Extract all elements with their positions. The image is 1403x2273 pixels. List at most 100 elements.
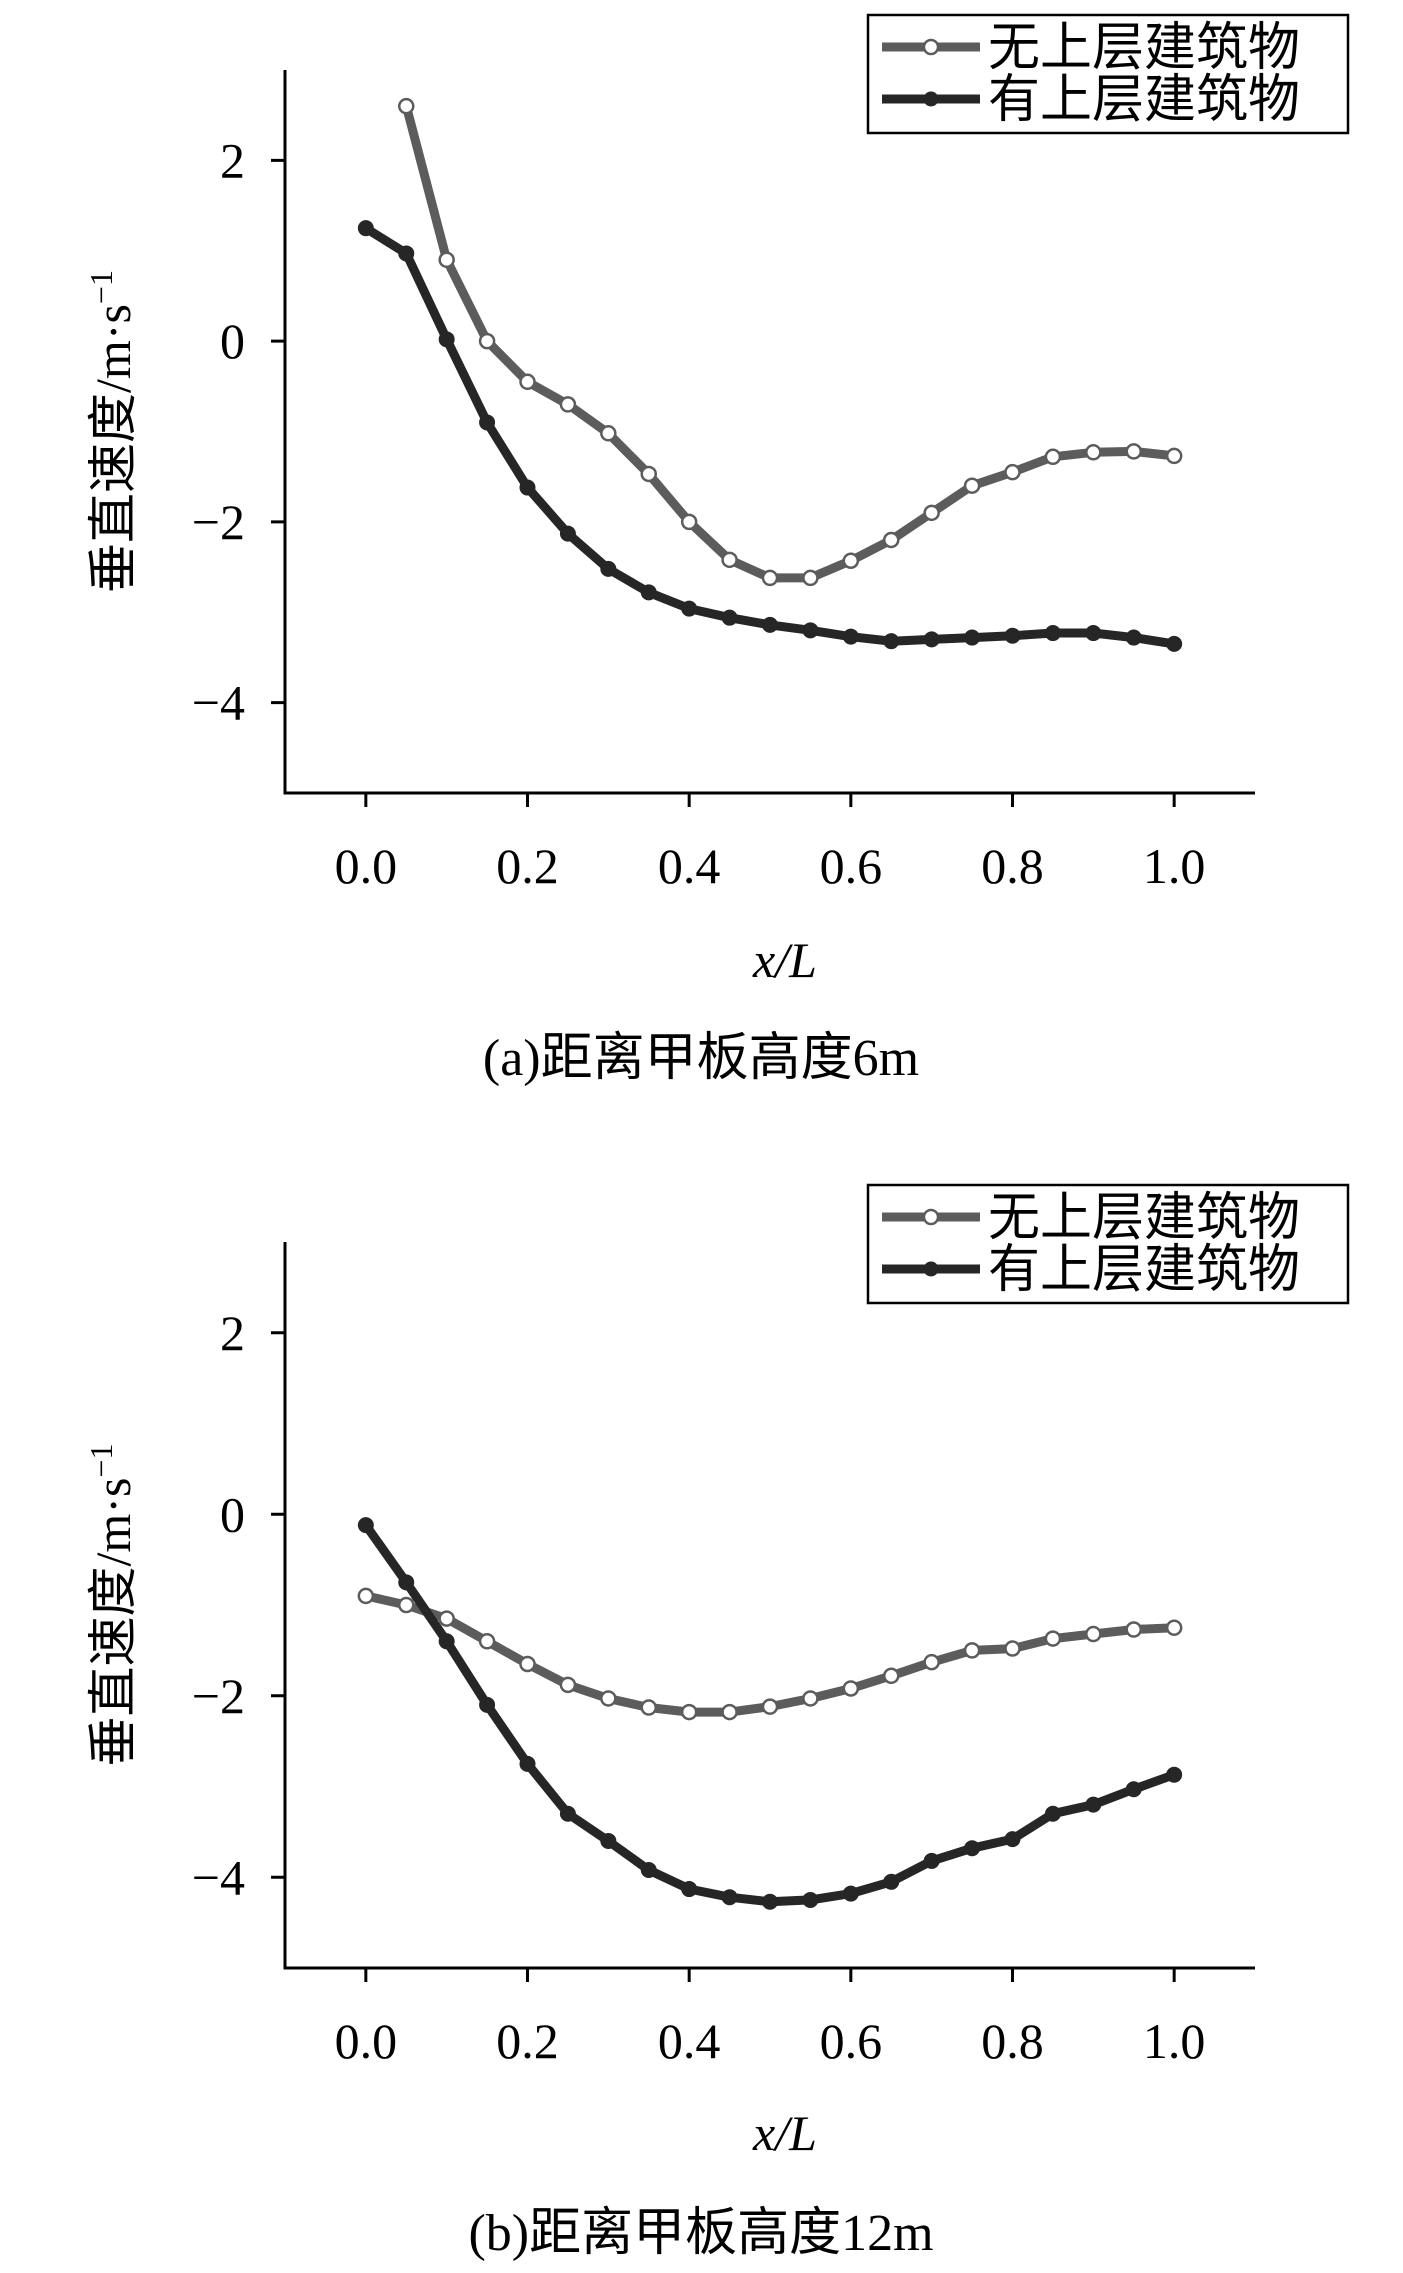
data-point [519, 1655, 536, 1673]
data-point [1125, 1781, 1142, 1798]
series-filled [357, 1517, 1183, 1910]
data-point [1085, 1625, 1102, 1643]
data-point [802, 1891, 819, 1908]
x-tick-label: 0.6 [820, 2013, 883, 2069]
x-tick-label: 0.6 [820, 838, 883, 894]
x-tick-label: 0.8 [981, 2013, 1044, 2069]
data-point [600, 1690, 617, 1707]
data-point [559, 1676, 577, 1694]
data-point [1004, 1640, 1021, 1657]
legend-label: 无上层建筑物 [988, 20, 1300, 77]
data-point [761, 1698, 779, 1715]
x-axis-title: x/L [752, 2105, 817, 2161]
data-point [1044, 1630, 1062, 1647]
data-point [600, 560, 617, 577]
data-point [721, 1889, 738, 1906]
x-tick-label: 0.4 [658, 838, 721, 894]
data-point [680, 513, 698, 531]
data-point [1165, 447, 1183, 465]
x-tick-label: 0.0 [335, 2013, 398, 2069]
data-point [963, 477, 981, 494]
data-point [1125, 1621, 1142, 1638]
y-tick-label: −2 [192, 494, 245, 550]
x-axis-title: x/L [752, 932, 817, 988]
series-open [357, 1587, 1183, 1721]
data-point [1004, 627, 1021, 644]
data-point [1004, 463, 1021, 481]
y-tick-label: 0 [220, 313, 245, 369]
data-point [479, 1696, 496, 1713]
data-point [761, 569, 779, 587]
y-axis-title-text: 垂直速度/m·s [85, 304, 141, 593]
x-tick-label: 0.4 [658, 2013, 721, 2069]
data-point [883, 531, 900, 549]
data-point [519, 479, 536, 496]
data-point [479, 414, 496, 431]
data-point [1044, 448, 1062, 466]
legend-box [866, 13, 1350, 135]
data-point [357, 220, 374, 237]
chart-panel-a: 0.0 0.2 0.4 0.6 0.8 1.0 2 0 −2 −4 垂直速度/m·s−1 x/L (a)… [83, 13, 1350, 1087]
data-point [398, 1574, 415, 1591]
data-point [842, 1885, 859, 1902]
data-point [640, 465, 657, 483]
legend-swatch-marker [922, 38, 940, 56]
data-point [438, 1633, 455, 1650]
chart-caption: (a)距离甲板高度6m [483, 1030, 919, 1087]
data-point [721, 609, 738, 626]
x-tick-label: 0.2 [496, 2013, 559, 2069]
y-tick-label: 0 [220, 1486, 245, 1542]
data-point [559, 396, 577, 413]
series-line [361, 1591, 1179, 1717]
data-point [1085, 625, 1102, 642]
legend-label: 有上层建筑物 [988, 72, 1300, 129]
y-axis-title-superscript: −1 [83, 1444, 119, 1478]
data-point [438, 251, 455, 269]
data-point [519, 373, 536, 391]
data-point [681, 1881, 698, 1898]
data-point [640, 1699, 657, 1716]
legend-swatch-marker [923, 91, 939, 107]
data-point [1085, 444, 1102, 461]
data-point [680, 1703, 698, 1721]
data-point [964, 629, 981, 646]
data-point [802, 622, 819, 639]
y-tick-label: 2 [220, 1305, 245, 1361]
data-point [640, 584, 657, 601]
data-point [559, 1805, 576, 1822]
data-point [357, 1517, 374, 1534]
legend-label: 无上层建筑物 [988, 1190, 1300, 1247]
x-tick-label: 0.0 [335, 838, 398, 894]
data-point [923, 504, 940, 522]
data-point [1004, 1831, 1021, 1848]
data-point [478, 1633, 496, 1650]
y-axis-title-superscript: −1 [83, 270, 119, 304]
data-point [923, 631, 940, 648]
data-point [964, 1840, 981, 1857]
data-point [721, 551, 738, 569]
chart-caption: (b)距离甲板高度12m [468, 2205, 933, 2262]
data-point [923, 1653, 940, 1671]
legend-swatch-marker [923, 1261, 939, 1277]
data-point [883, 1873, 900, 1890]
data-point [519, 1755, 536, 1772]
data-point [802, 1690, 819, 1707]
data-point [802, 569, 819, 587]
y-axis-title: 垂直速度/m·s−1 [83, 270, 141, 593]
y-axis-title: 垂直速度/m·s−1 [83, 1444, 141, 1767]
series-open [398, 97, 1183, 587]
data-point [1085, 1796, 1102, 1813]
x-tick-label: 1.0 [1143, 838, 1206, 894]
x-tick-label: 0.8 [981, 838, 1044, 894]
data-point [923, 1852, 940, 1869]
data-point [721, 1703, 738, 1721]
data-point [762, 616, 778, 633]
data-point [681, 600, 698, 617]
data-point [1044, 1805, 1061, 1822]
y-axis-title-text: 垂直速度/m·s [85, 1478, 141, 1767]
chart-panel-b: 0.0 0.2 0.4 0.6 0.8 1.0 2 0 −2 −4 垂直速度/m·s−1 x/L (b)… [83, 1183, 1350, 2262]
data-point [600, 425, 617, 442]
data-point [640, 1861, 657, 1878]
